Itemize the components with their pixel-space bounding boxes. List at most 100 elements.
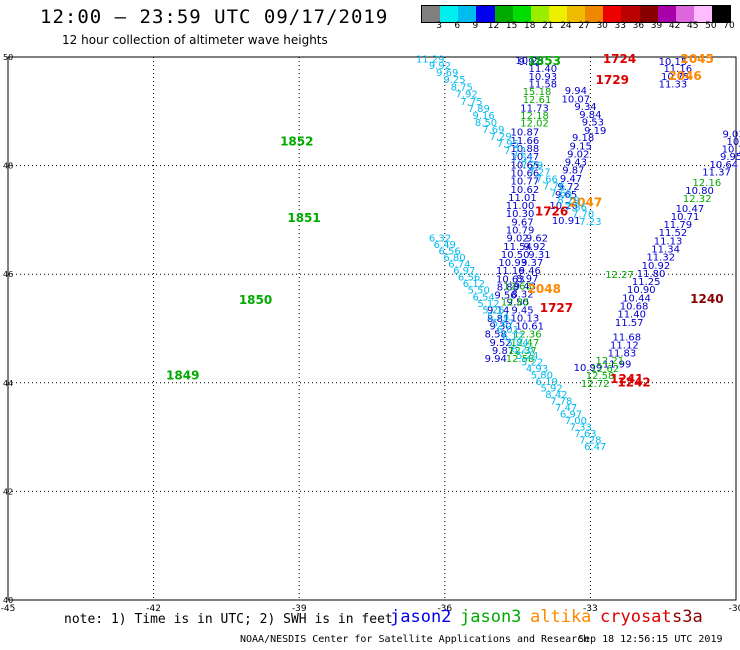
colorbar-swatch <box>548 6 567 22</box>
track-cyan-wave-height-label: 7.23 <box>579 217 601 228</box>
jason2-wave-height-label: 10.28 <box>727 137 740 148</box>
jason2-wave-height-label: 10.61 <box>515 322 544 333</box>
jason2-wave-height-label: 9.72 <box>557 182 579 193</box>
colorbar-swatch <box>458 6 477 22</box>
s3a-pass-time-label: 1240 <box>690 292 723 306</box>
lat-tick-label: 48 <box>3 162 13 171</box>
colorbar-swatch <box>639 6 658 22</box>
jason3-wave-height-label: 12.62 <box>591 364 620 375</box>
jason2-wave-height-label: 10.87 <box>511 128 540 139</box>
legend-altika: altika <box>530 607 592 627</box>
jason2-wave-height-label: 9.43 <box>514 281 536 292</box>
legend-cryosat: cryosat <box>600 607 672 627</box>
cryosat-pass-time-label: 1242 <box>617 376 650 390</box>
jason2-wave-height-label: 11.37 <box>702 167 731 178</box>
jason2-wave-height-label: 10.75 <box>661 72 690 83</box>
jason2-wave-height-label: 9.03 <box>722 129 740 140</box>
jason2-wave-height-label: 9.53 <box>582 117 604 128</box>
jason2-wave-height-label: 11.52 <box>659 228 688 239</box>
jason2-wave-height-label: 9.02 <box>567 149 589 160</box>
jason3-wave-height-label: 12.63 <box>503 281 532 292</box>
altika-pass-time-label: 2048 <box>528 282 561 296</box>
track-cyan-wave-height-label: 7.69 <box>482 125 504 136</box>
jason2-wave-height-label: 11.40 <box>529 64 558 75</box>
legend-jason2: jason2 <box>390 607 452 627</box>
footer-note: note: 1) Time is in UTC; 2) SWH is in fe… <box>64 612 393 627</box>
track-cyan-wave-height-label: 9.25 <box>443 75 465 86</box>
map-subtitle: 12 hour collection of altimeter wave hei… <box>62 33 328 47</box>
track-cyan-wave-height-label: 9.92 <box>429 61 451 72</box>
jason2-wave-height-label: 8.97 <box>516 274 538 285</box>
colorbar-swatch <box>494 6 513 22</box>
colorbar-label: 12 <box>487 21 500 31</box>
cryosat-pass-time-label: 1727 <box>540 301 573 315</box>
legend-s3a: s3a <box>672 607 703 627</box>
track-cyan-wave-height-label: 7.66 <box>536 174 558 185</box>
colorbar-label: 21 <box>542 21 554 31</box>
lon-tick-label: -45 <box>1 604 16 614</box>
track-cyan-wave-height-label: 6.97 <box>560 410 582 421</box>
legend-jason3: jason3 <box>460 607 522 627</box>
colorbar-swatch <box>657 6 676 22</box>
colorbar-label: 39 <box>650 21 663 31</box>
jason2-wave-height-label: 11.79 <box>663 220 692 231</box>
jason2-wave-height-label: 9.15 <box>570 141 592 152</box>
jason2-wave-height-label: 10.64 <box>710 160 739 171</box>
track-cyan-wave-height-label: 5.50 <box>468 286 490 297</box>
colorbar-label: 33 <box>614 21 627 31</box>
jason2-wave-height-label: 10.71 <box>671 212 700 223</box>
track-cyan-wave-height-label: 6.47 <box>584 442 606 453</box>
track-cyan-wave-height-label: 5.92 <box>540 383 562 394</box>
jason3-wave-height-label: 12.85 <box>501 298 530 309</box>
jason2-wave-height-label: 9.94 <box>565 86 587 97</box>
altika-pass-time-label: 2045 <box>680 52 713 66</box>
jason2-wave-height-label: 9.02 <box>506 234 528 245</box>
track-cyan-wave-height-label: 6.32 <box>429 234 451 245</box>
lon-tick-label: -42 <box>146 604 161 614</box>
jason2-wave-height-label: 10.47 <box>511 152 540 163</box>
jason2-wave-height-label: 8.32 <box>511 290 533 301</box>
jason2-wave-height-label: 11.54 <box>503 242 532 253</box>
jason2-wave-height-label: 10.79 <box>506 225 535 236</box>
colorbar-swatch <box>603 6 622 22</box>
track-cyan-wave-height-label: 7.72 <box>504 146 526 157</box>
colorbar-label: 6 <box>454 21 461 31</box>
jason3-wave-height-label: 12.47 <box>511 338 540 349</box>
track-cyan-wave-height-label: 6.12 <box>502 331 524 342</box>
jason2-wave-height-label: 9.34 <box>574 102 596 113</box>
jason3-wave-height-label: 12.02 <box>520 119 549 130</box>
jason2-wave-height-label: 9.43 <box>565 158 587 169</box>
jason2-wave-height-label: 11.40 <box>617 310 646 321</box>
track-cyan-wave-height-label: 8.42 <box>545 390 567 401</box>
jason2-wave-height-label: 8.88 <box>497 282 519 293</box>
jason2-wave-height-label: 9.18 <box>572 133 594 144</box>
track-cyan-wave-height-label: 7.47 <box>555 403 577 414</box>
lon-tick-label: -36 <box>437 604 452 614</box>
track-cyan-wave-height-label: 8.75 <box>451 83 473 94</box>
track-cyan-wave-height-label: 6.12 <box>463 279 485 290</box>
colorbar-label: 42 <box>668 21 681 31</box>
jason2-wave-height-label: 11.00 <box>506 201 535 212</box>
track-cyan-wave-height-label: 6.19 <box>536 377 558 388</box>
jason2-wave-height-label: 11.32 <box>646 253 675 264</box>
colorbar-label: 3 <box>436 21 442 31</box>
jason2-wave-height-label: 10.44 <box>622 293 651 304</box>
jason2-wave-height-label: 9.67 <box>511 217 533 228</box>
jason3-wave-height-label: 12.36 <box>513 330 542 341</box>
track-cyan-wave-height-label: 6.49 <box>434 240 456 251</box>
colorbar-label: 15 <box>505 21 518 31</box>
jason2-wave-height-label: 10.25 <box>515 56 544 67</box>
generation-timestamp: Sep 18 12:56:15 UTC 2019 <box>578 634 723 645</box>
colorbar-label: 50 <box>705 21 717 31</box>
jason2-wave-height-label: 8.81 <box>487 314 509 325</box>
jason2-wave-height-label: 10.62 <box>511 185 540 196</box>
jason2-wave-height-label: 11.16 <box>663 64 692 75</box>
jason2-wave-height-label: 10.93 <box>498 258 527 269</box>
colorbar-label: 36 <box>632 21 645 31</box>
jason3-wave-height-label: 12.58 <box>506 354 535 365</box>
jason2-wave-height-label: 10.99 <box>574 363 603 374</box>
jason2-wave-height-label: 10.26 <box>549 201 578 212</box>
jason2-wave-height-label: 11.01 <box>508 193 537 204</box>
jason2-wave-height-label: 10.88 <box>511 144 540 155</box>
